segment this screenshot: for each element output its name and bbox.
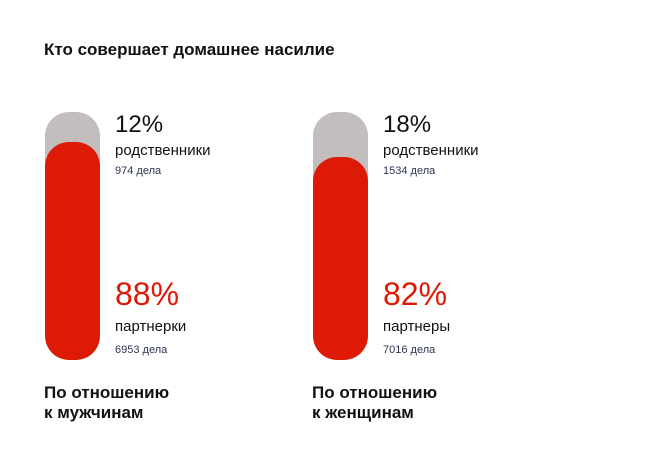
men-caption-line1: По отношению [44, 383, 170, 402]
men-partners-label: партнерки [115, 318, 187, 335]
men-relatives-count: 974 дела [115, 165, 162, 177]
women-caption-line1: По отношению [312, 383, 438, 402]
men-relatives-percent: 12% [115, 111, 164, 138]
men-caption: По отношению к мужчинам [44, 383, 169, 423]
men-partners-count: 6953 дела [115, 344, 168, 356]
women-partners-count: 7016 дела [383, 344, 436, 356]
men-relatives-label: родственники [115, 142, 211, 159]
bar-fill-men-partners [45, 141, 100, 360]
women-relatives-percent: 18% [383, 111, 432, 138]
men-caption-line2: к мужчинам [44, 403, 144, 422]
bar-men [45, 112, 100, 360]
women-caption: По отношению к женщинам [312, 383, 437, 423]
women-caption-line2: к женщинам [312, 403, 414, 422]
women-partners-percent: 82% [383, 276, 448, 312]
women-relatives-label: родственники [383, 142, 479, 159]
chart-title: Кто совершает домашнее насилие [44, 40, 335, 59]
bar-fill-women-partners [313, 156, 368, 360]
bar-women [313, 112, 368, 360]
men-partners-percent: 88% [115, 276, 180, 312]
women-relatives-count: 1534 дела [383, 165, 436, 177]
women-partners-label: партнеры [383, 318, 451, 335]
